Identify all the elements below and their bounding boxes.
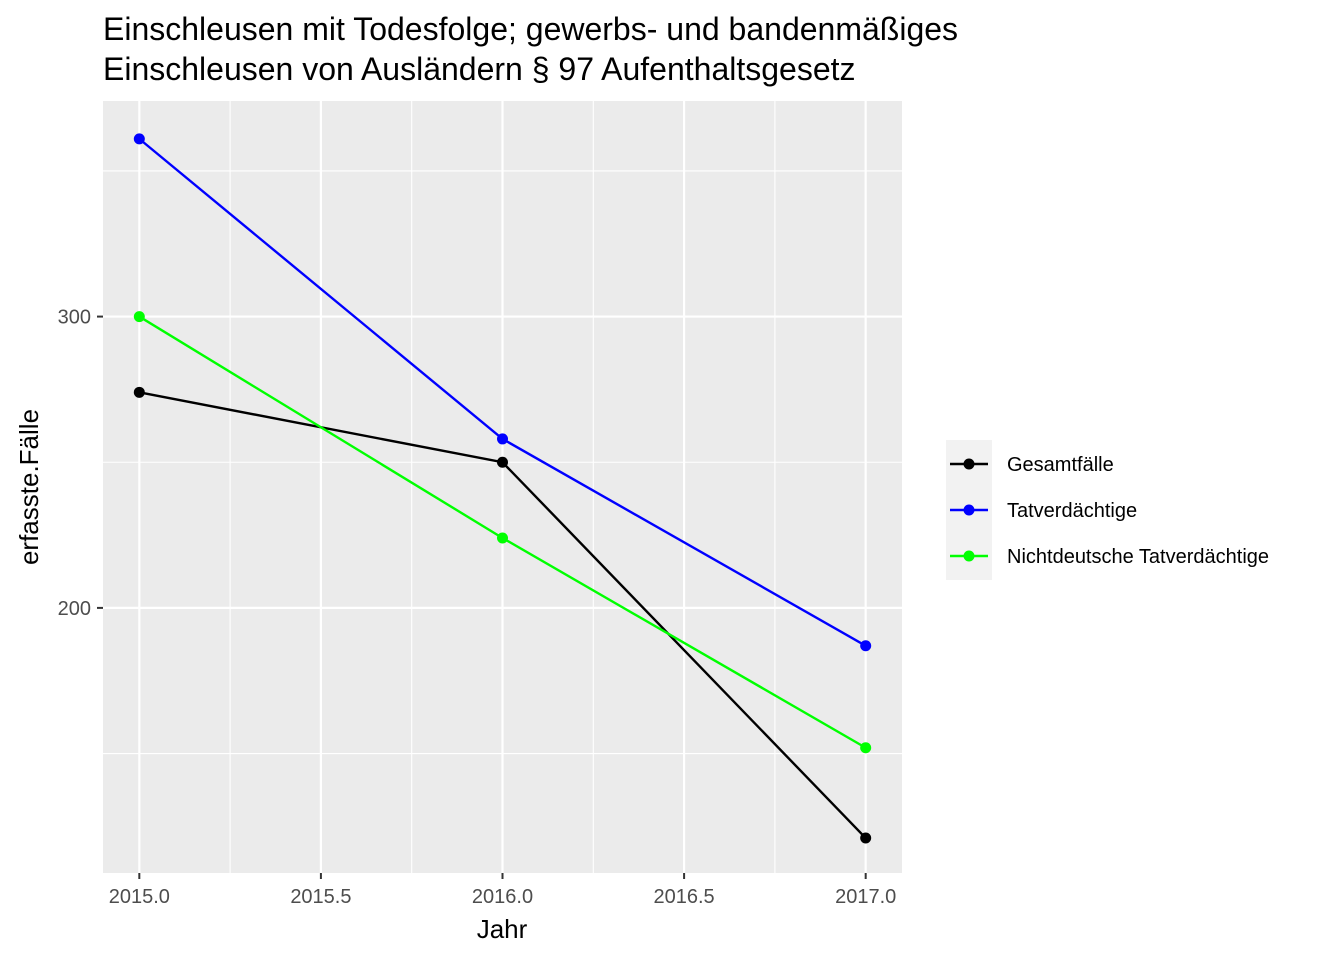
legend-label-tatverd-chtige: Tatverdächtige (1007, 500, 1137, 522)
data-point-nichtdeutsche-tatverd-chtige (133, 311, 145, 323)
data-point-tatverd-chtige (497, 433, 508, 445)
data-point-nichtdeutsche-tatverd-chtige (860, 742, 872, 754)
x-tick-label: 2015.5 (290, 886, 351, 908)
chart-title-line-2: Einschleusen von Ausländern § 97 Aufenth… (103, 51, 856, 87)
legend: Gesamtfälle Tatverdächtige Nichtdeutsche T… (946, 440, 1269, 580)
data-point-gesamtf-lle (497, 456, 508, 468)
legend-key-point-tatverd-chtige (963, 504, 975, 516)
y-tick-label: 200 (58, 598, 91, 620)
data-point-tatverd-chtige (860, 640, 872, 652)
y-tick-label: 300 (58, 307, 91, 329)
x-axis-label: Jahr (477, 914, 528, 944)
data-point-gesamtf-lle (860, 832, 872, 844)
data-point-gesamtf-lle (133, 386, 145, 398)
legend-label-nichtdeutsche-tatverd-chtige: Nichtdeutsche Tatverdächtige (1007, 546, 1269, 568)
axis-ticks (97, 315, 867, 879)
tick-labels: 2015.0 2015.5 2016.0 2016.5 2017.0 200 300 (58, 307, 897, 908)
x-tick-label: 2016.5 (654, 886, 715, 908)
y-axis-label: erfasste.Fälle (14, 409, 44, 565)
legend-label-gesamtf-lle: Gesamtfälle (1007, 454, 1114, 476)
x-tick-label: 2016.0 (472, 886, 533, 908)
legend-key-point-gesamtf-lle (963, 458, 975, 470)
chart-title-line-1: Einschleusen mit Todesfolge; gewerbs- un… (103, 11, 958, 47)
series-layer (133, 133, 872, 844)
x-tick-label: 2015.0 (109, 886, 170, 908)
x-tick-label: 2017.0 (835, 886, 896, 908)
data-point-nichtdeutsche-tatverd-chtige (497, 532, 508, 544)
legend-key-point-nichtdeutsche-tatverd-chtige (963, 550, 975, 562)
data-point-tatverd-chtige (133, 133, 145, 145)
